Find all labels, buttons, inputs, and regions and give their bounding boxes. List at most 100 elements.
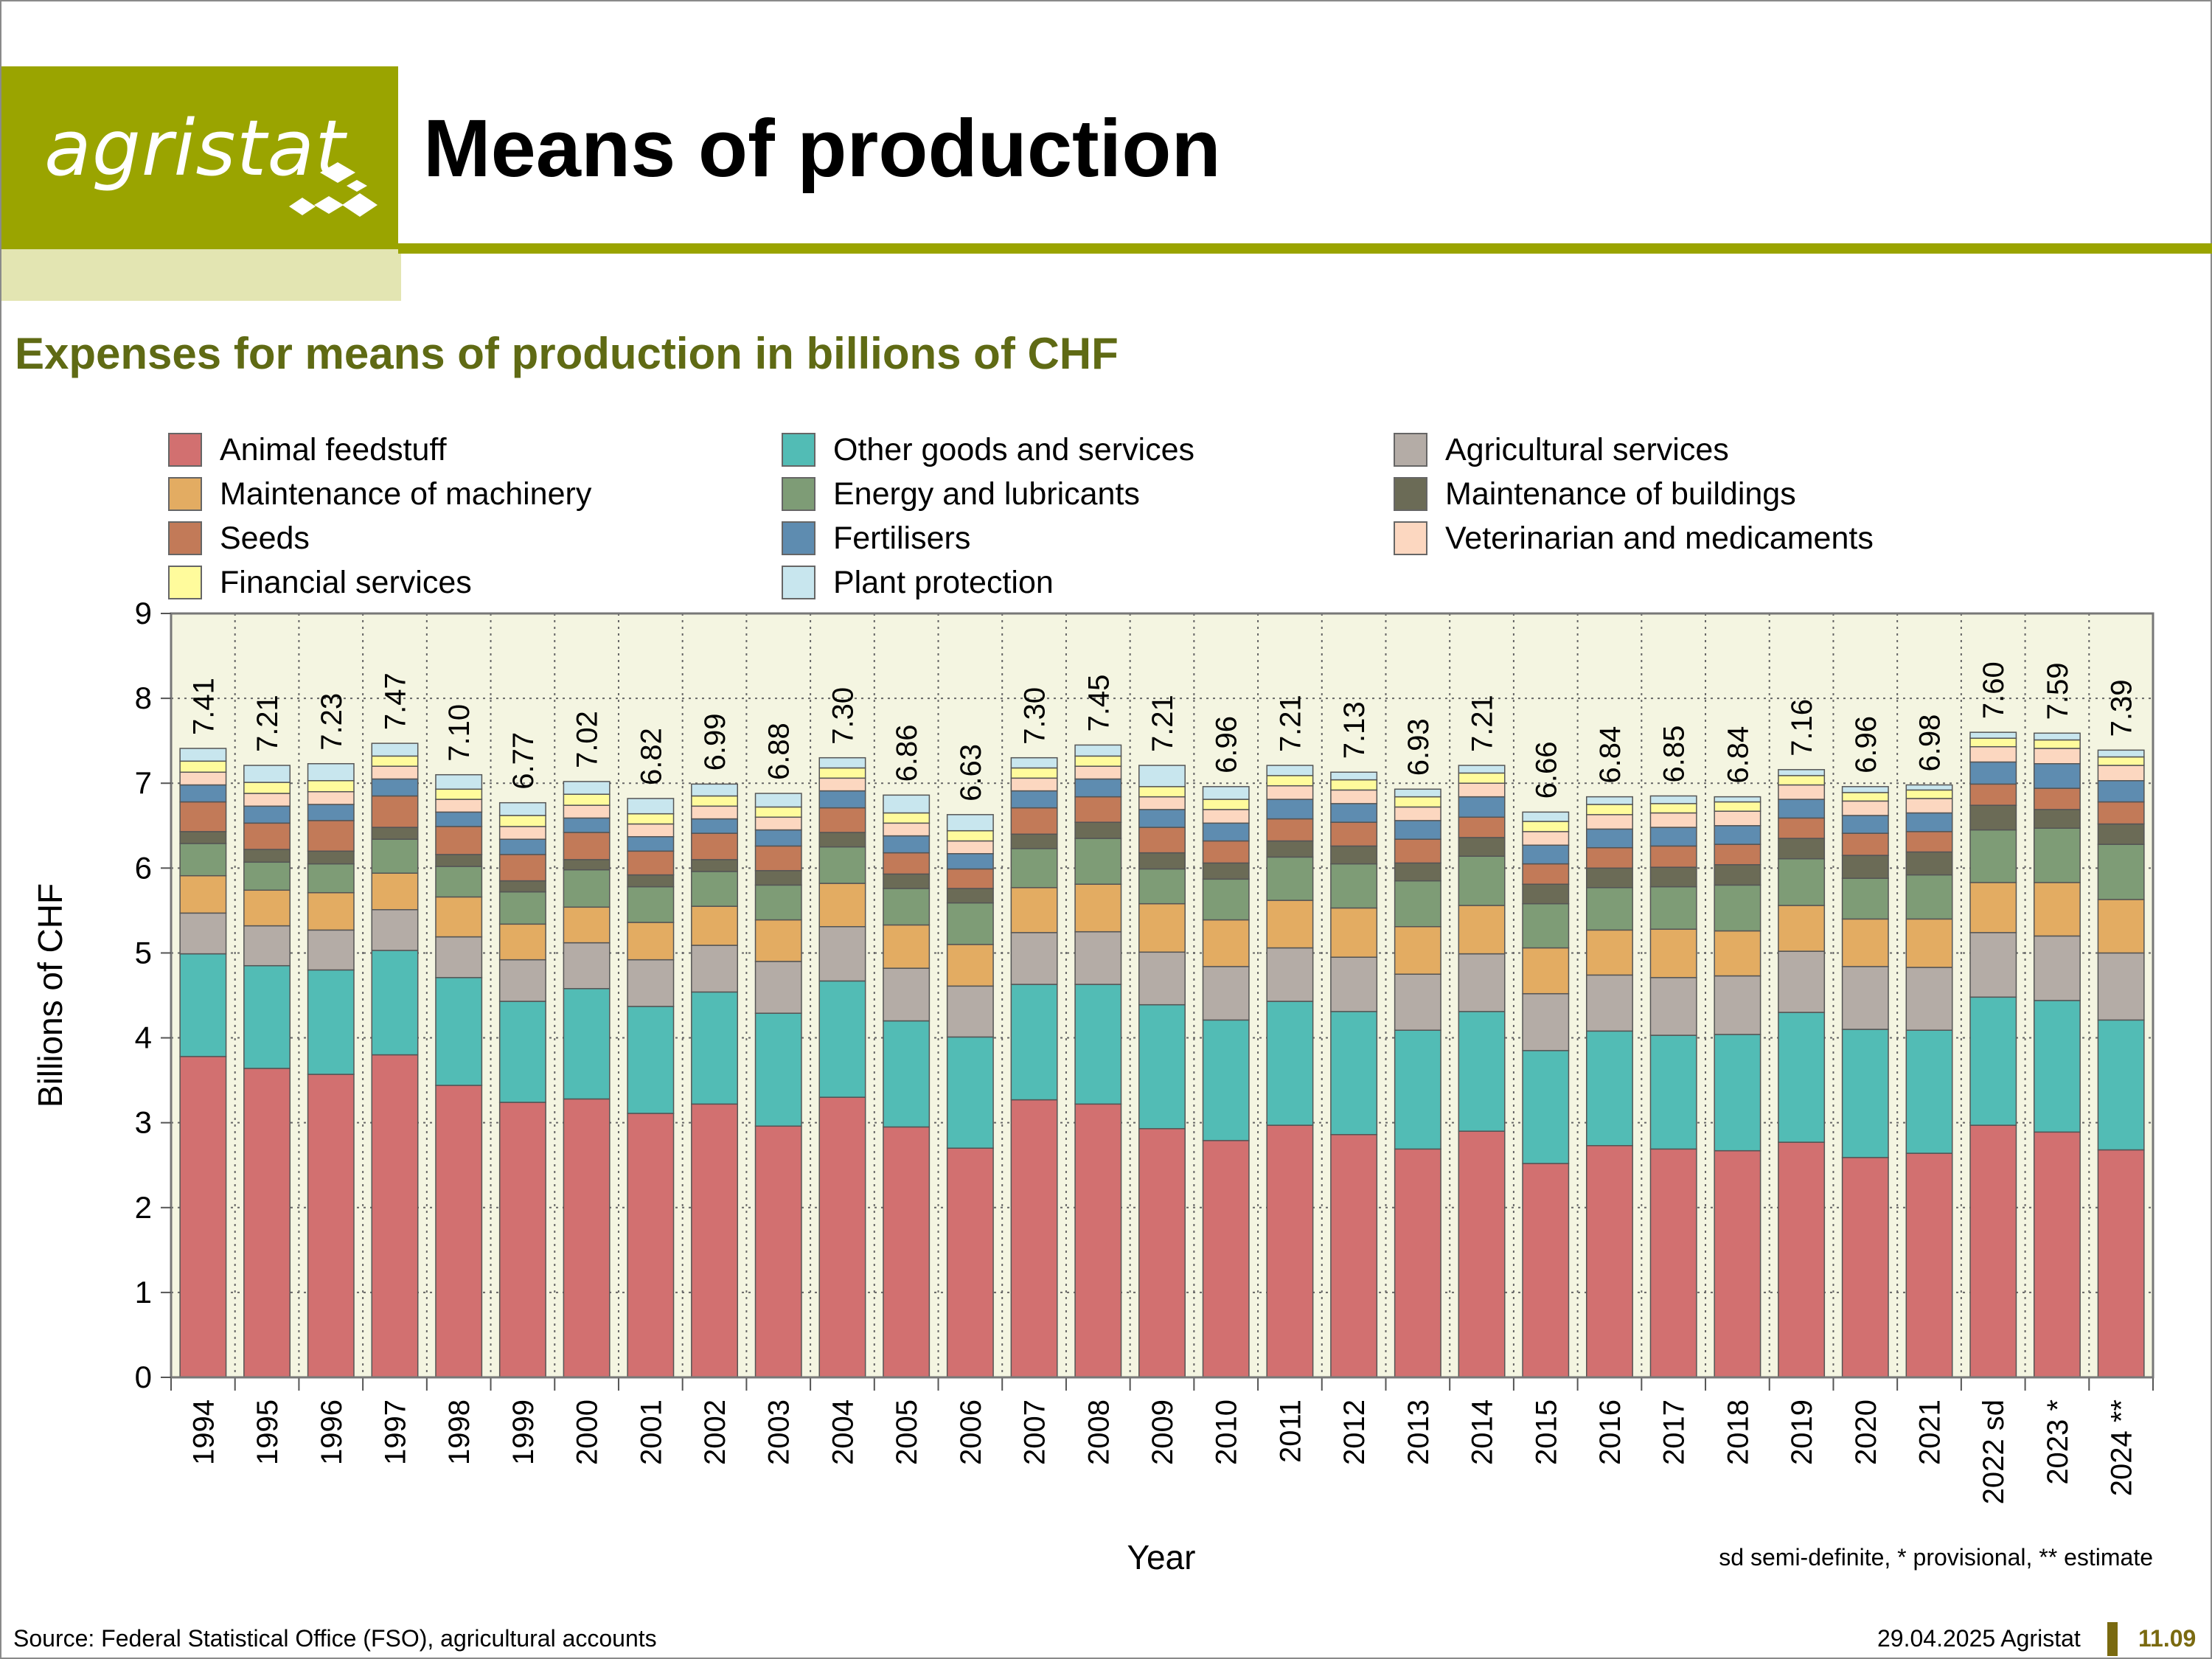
bar-segment-energy-and-lubricants: [1841, 877, 1889, 920]
bar-segment-financial-services: [1138, 786, 1186, 798]
bar-segment-veterinarian-and-medicaments: [307, 790, 355, 805]
bar-segment-maintenance-of-machinery: [307, 891, 355, 931]
bar-segment-maintenance-of-machinery: [1074, 883, 1122, 933]
bar-segment-maintenance-of-buildings: [1394, 862, 1441, 882]
bar-segment-financial-services: [1649, 803, 1697, 814]
bar-segment-agricultural-services: [1714, 975, 1761, 1035]
bar-segment-financial-services: [435, 788, 483, 800]
bar-segment-energy-and-lubricants: [498, 891, 546, 925]
bar-segment-maintenance-of-machinery: [1202, 919, 1250, 967]
x-tick-label: 2008: [1082, 1399, 1115, 1465]
bar-segment-energy-and-lubricants: [946, 902, 994, 945]
legend-label: Energy and lubricants: [833, 476, 1140, 512]
legend-swatch: [782, 477, 815, 511]
bar-segment-agricultural-services: [691, 945, 738, 993]
page-title: Means of production: [423, 103, 1221, 194]
bar-segment-other-goods-and-services: [946, 1036, 994, 1149]
bar-segment-animal-feedstuff: [563, 1098, 611, 1378]
bar-segment-maintenance-of-machinery: [1458, 905, 1506, 955]
total-label: 7.39: [2106, 679, 2138, 737]
y-axis-title: Billions of CHF: [31, 883, 69, 1107]
y-tick-label: 3: [135, 1105, 152, 1140]
bar-segment-fertilisers: [179, 784, 227, 803]
bar-segment-other-goods-and-services: [563, 988, 611, 1100]
legend-item-maintenance-of-machinery: Maintenance of machinery: [168, 476, 591, 512]
bar-segment-agricultural-services: [498, 959, 546, 1002]
bar-segment-animal-feedstuff: [1714, 1150, 1761, 1378]
bar-segment-financial-services: [818, 767, 866, 779]
bar-segment-seeds: [818, 807, 866, 833]
bar-segment-veterinarian-and-medicaments: [1138, 796, 1186, 810]
bar-segment-plant-protection: [498, 801, 546, 816]
bar-segment-animal-feedstuff: [627, 1113, 675, 1378]
legend-swatch: [168, 521, 202, 555]
legend-label: Maintenance of machinery: [220, 476, 592, 512]
bar-segment-fertilisers: [1202, 822, 1250, 842]
bar-segment-maintenance-of-machinery: [498, 923, 546, 961]
bar-segment-animal-feedstuff: [1969, 1124, 2017, 1378]
bar-segment-veterinarian-and-medicaments: [946, 840, 994, 855]
bar-segment-agricultural-services: [818, 926, 866, 982]
bar-segment-energy-and-lubricants: [371, 838, 419, 874]
total-label: 7.21: [1274, 695, 1307, 752]
bar-segment-animal-feedstuff: [1266, 1124, 1314, 1378]
bar-segment-financial-services: [946, 830, 994, 842]
bar-segment-energy-and-lubricants: [1649, 886, 1697, 930]
bar-segment-maintenance-of-buildings: [754, 870, 802, 886]
bar-segment-maintenance-of-buildings: [627, 874, 675, 888]
bar-segment-veterinarian-and-medicaments: [371, 765, 419, 780]
bar-segment-agricultural-services: [1969, 932, 2017, 998]
bar-segment-plant-protection: [1905, 784, 1953, 791]
bar-segment-veterinarian-and-medicaments: [243, 793, 291, 807]
bar-segment-energy-and-lubricants: [435, 866, 483, 898]
bar-segment-agricultural-services: [563, 942, 611, 990]
bar-segment-maintenance-of-machinery: [2097, 899, 2145, 954]
bar-segment-other-goods-and-services: [818, 980, 866, 1098]
bar-segment-plant-protection: [371, 742, 419, 757]
bar-segment-energy-and-lubricants: [2033, 827, 2081, 883]
legend-label: Veterinarian and medicaments: [1445, 520, 1874, 556]
bar-segment-fertilisers: [1138, 809, 1186, 828]
bar-segment-maintenance-of-machinery: [1714, 930, 1761, 977]
x-tick-label: 2010: [1211, 1399, 1243, 1465]
bar-segment-animal-feedstuff: [243, 1068, 291, 1378]
bar-segment-financial-services: [2033, 739, 2081, 749]
bar-segment-agricultural-services: [1778, 950, 1826, 1013]
bar-segment-veterinarian-and-medicaments: [1586, 814, 1633, 830]
x-tick-label: 2018: [1722, 1399, 1754, 1465]
legend-swatch: [168, 433, 202, 467]
bar-segment-agricultural-services: [1138, 951, 1186, 1006]
bar-segment-energy-and-lubricants: [1394, 880, 1441, 928]
bar-segment-animal-feedstuff: [883, 1126, 931, 1378]
bar-segment-fertilisers: [563, 817, 611, 833]
legend-label: Agricultural services: [1445, 431, 1729, 467]
bar-segment-financial-services: [371, 755, 419, 767]
bar-segment-animal-feedstuff: [1841, 1157, 1889, 1378]
x-tick-label: 2022 sd: [1978, 1399, 2010, 1504]
bar-segment-fertilisers: [307, 804, 355, 821]
bar-segment-veterinarian-and-medicaments: [1522, 831, 1570, 846]
bar-segment-other-goods-and-services: [1714, 1034, 1761, 1152]
total-label: 6.85: [1658, 726, 1691, 783]
bar-segment-seeds: [307, 820, 355, 852]
bar-segment-seeds: [1649, 845, 1697, 868]
bar-segment-energy-and-lubricants: [1138, 868, 1186, 905]
bar-segment-seeds: [946, 868, 994, 889]
bar-segment-animal-feedstuff: [1522, 1163, 1570, 1378]
bar-segment-plant-protection: [1649, 795, 1697, 804]
total-label: 7.59: [2042, 662, 2074, 720]
total-label: 7.60: [1978, 661, 2010, 719]
bar-segment-financial-services: [1458, 772, 1506, 784]
bar-segment-maintenance-of-buildings: [1202, 862, 1250, 880]
bar-segment-other-goods-and-services: [2033, 1000, 2081, 1133]
bar-segment-maintenance-of-machinery: [691, 905, 738, 946]
header-rule: [398, 243, 2212, 254]
total-label: 6.98: [1914, 714, 1947, 772]
bar-segment-animal-feedstuff: [818, 1096, 866, 1378]
total-label: 7.23: [316, 693, 348, 751]
bar-segment-other-goods-and-services: [1778, 1012, 1826, 1143]
bar-segment-plant-protection: [946, 814, 994, 832]
bar-segment-agricultural-services: [1522, 992, 1570, 1051]
bar-segment-plant-protection: [1969, 731, 2017, 739]
legend-item-agricultural-services: Agricultural services: [1394, 431, 1729, 468]
